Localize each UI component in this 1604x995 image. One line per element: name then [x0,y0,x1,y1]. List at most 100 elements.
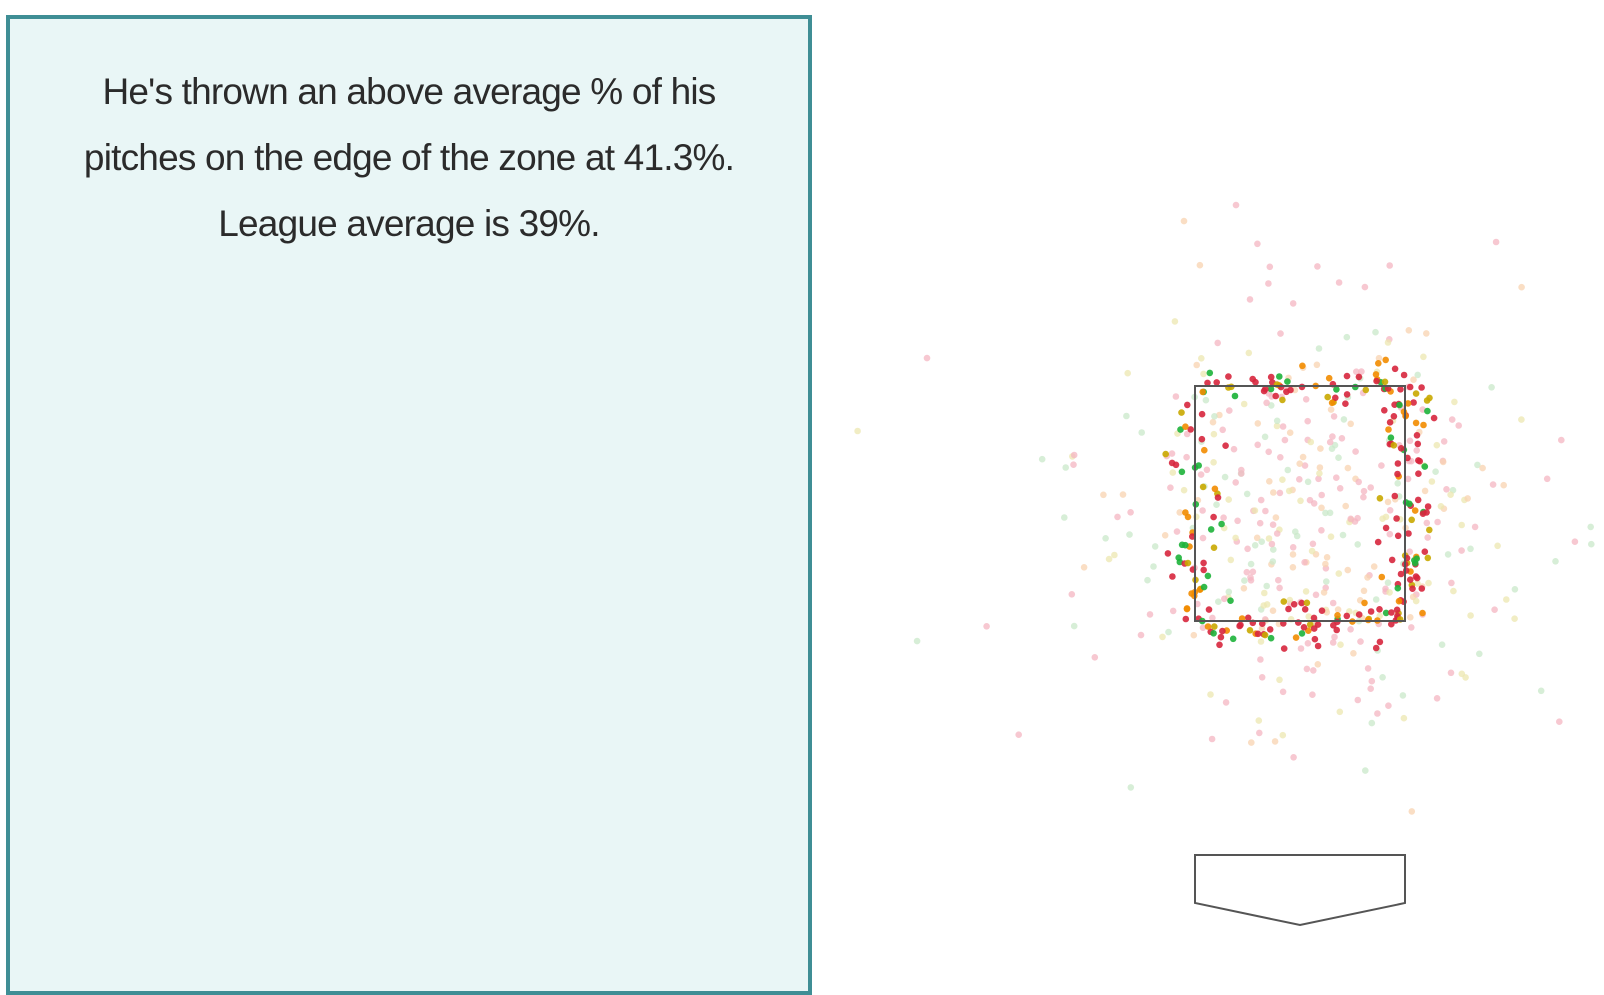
pitch-dot [1340,416,1348,423]
pitch-dot [1204,572,1212,580]
pitch-dot [1414,440,1422,448]
pitch-dot [1315,475,1322,483]
pitch-dot [1267,385,1275,393]
pitch-dot [1178,409,1185,416]
pitch-dot [1447,491,1454,499]
pitch-dot [1418,585,1426,592]
pitch-dot [1215,598,1222,605]
pitch-dot [1379,674,1386,681]
pitch-dot [1244,545,1251,553]
pitch-dot [1200,559,1207,567]
pitch-dot [1199,483,1207,491]
pitch-dot [1388,556,1396,564]
pitch-dot [1327,533,1335,540]
pitch-dot [1123,412,1130,420]
pitch-dot [1406,500,1413,508]
pitch-dot [1062,464,1069,471]
pitch-dot [1588,540,1595,548]
pitch-dot [1221,473,1229,481]
pitch-dot [1384,339,1392,346]
pitch-dot [1256,519,1264,527]
pitch-dot [1279,423,1287,430]
pitch-dot [1390,442,1398,449]
pitch-dot [1394,584,1402,592]
pitch-dot [1216,641,1223,649]
pitch-dot [1068,591,1076,598]
pitch-dot [1394,532,1402,540]
pitch-dot [1314,621,1322,628]
pitch-dot [1421,487,1429,495]
pitch-dot [1344,464,1352,472]
pitch-dot [1406,383,1414,391]
pitch-dot [1382,524,1390,532]
pitch-dot [1419,609,1426,617]
pitch-dot [1316,470,1323,477]
pitch-dot [1408,808,1416,815]
pitch-dot [1232,201,1240,209]
pitch-dot [1313,361,1321,369]
pitch-dot [1328,399,1336,407]
pitch-dot [1258,538,1265,545]
pitch-dot [1171,318,1179,325]
pitch-dot [1339,531,1347,539]
pitch-dot [1384,579,1392,586]
pitch-dot [1489,481,1497,488]
pitch-dot [1330,413,1338,420]
pitch-dot [1386,507,1394,514]
pitch-dot [1254,240,1261,248]
pitch-dot [1430,414,1438,422]
pitch-dot [1304,417,1311,425]
pitch-dot [1038,455,1046,463]
pitch-dot [1326,438,1334,446]
pitch-dot [1552,558,1559,565]
pitch-dot [1375,354,1383,362]
pitch-dot [1127,784,1135,791]
pitch-dot [1414,580,1421,587]
pitch-dot [1322,509,1329,517]
pitch-dot [1467,612,1474,619]
pitch-dot [1249,375,1256,383]
pitch-dot [1200,566,1207,574]
pitch-dot [1178,468,1186,476]
pitch-dot [1279,396,1286,404]
pitch-dot [1207,691,1214,698]
pitch-dot [1413,555,1420,562]
pitch-dot [1266,626,1274,633]
pitch-dot [1243,490,1251,498]
pitch-dot [1301,462,1309,469]
pitch-dot [1301,606,1309,613]
pitch-dot [1488,384,1495,391]
pitch-dot [1247,560,1255,568]
pitch-dot [1218,520,1225,528]
pitch-dot [1367,685,1374,692]
pitch-dot [1296,476,1303,483]
pitch-dot [1277,454,1284,461]
pitch-dot [1354,541,1361,548]
pitch-dot [1182,423,1189,431]
pitch-dot [1397,445,1405,452]
pitch-dot [1323,578,1330,585]
pitch-dot [1396,401,1403,409]
pitch-dot [1193,513,1200,521]
pitch-dot [1315,345,1323,352]
pitch-dot [1270,546,1277,553]
pitch-dot [1343,612,1351,620]
pitch-dot [1208,735,1216,743]
pitch-dot [1285,487,1293,495]
pitch-dot [1374,710,1381,717]
pitch-dot [1434,518,1441,526]
pitch-plot [854,201,1595,927]
pitch-dot [1300,624,1308,631]
pitch-dot [1178,541,1186,549]
pitch-dot [1423,330,1430,337]
pitch-dot [1210,430,1218,438]
pitch-dot [1412,419,1420,427]
pitch-dot [1070,451,1078,459]
pitch-dot [1111,551,1118,559]
pitch-dot [1114,513,1121,521]
pitch-dot [1397,570,1405,578]
pitch-dot [1301,559,1308,566]
pitch-dot [1210,630,1217,637]
pitch-dot [1269,521,1277,528]
pitch-dot [1280,598,1288,605]
